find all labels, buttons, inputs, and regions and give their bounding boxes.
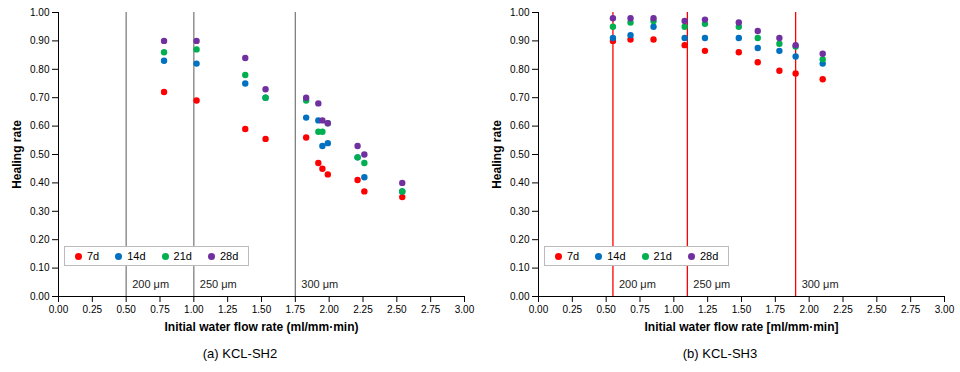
svg-text:1.75: 1.75 <box>286 304 306 315</box>
svg-text:250 μm: 250 μm <box>200 278 237 290</box>
svg-text:250 μm: 250 μm <box>693 278 730 290</box>
svg-text:0.70: 0.70 <box>510 92 530 103</box>
svg-text:2.75: 2.75 <box>901 304 921 315</box>
svg-text:1.25: 1.25 <box>698 304 718 315</box>
html-text:14d: 14d <box>127 250 146 262</box>
html-text:(b) KCL-SH3: (b) KCL-SH3 <box>682 346 758 361</box>
svg-text:0.20: 0.20 <box>30 234 50 245</box>
html-text:21d: 21d <box>653 250 672 262</box>
html-text:28d: 28d <box>220 250 239 262</box>
svg-text:0.10: 0.10 <box>30 262 50 273</box>
svg-text:Initial water flow rate [ml/mm: Initial water flow rate [ml/mm·min] <box>644 320 838 334</box>
svg-text:200 μm: 200 μm <box>132 278 169 290</box>
svg-text:1.50: 1.50 <box>732 304 752 315</box>
html-text:14d: 14d <box>607 250 626 262</box>
svg-text:0.50: 0.50 <box>596 304 616 315</box>
svg-text:200 μm: 200 μm <box>619 278 656 290</box>
svg-text:0.30: 0.30 <box>510 206 530 217</box>
svg-text:0.50: 0.50 <box>116 304 136 315</box>
svg-text:0.40: 0.40 <box>510 177 530 188</box>
svg-text:300 μm: 300 μm <box>802 278 839 290</box>
svg-text:0.50: 0.50 <box>510 149 530 160</box>
svg-text:0.60: 0.60 <box>30 120 50 131</box>
svg-text:300 μm: 300 μm <box>301 278 338 290</box>
html-text:(a) KCL-SH2: (a) KCL-SH2 <box>202 346 278 361</box>
svg-text:1.00: 1.00 <box>30 7 50 18</box>
html-text:21d: 21d <box>173 250 192 262</box>
svg-text:0.80: 0.80 <box>510 64 530 75</box>
svg-text:0.00: 0.00 <box>529 304 549 315</box>
svg-text:0.90: 0.90 <box>30 35 50 46</box>
svg-text:3.00: 3.00 <box>935 304 955 315</box>
svg-text:2.25: 2.25 <box>833 304 853 315</box>
svg-text:2.00: 2.00 <box>799 304 819 315</box>
svg-text:0.70: 0.70 <box>30 92 50 103</box>
svg-text:0.25: 0.25 <box>83 304 103 315</box>
svg-text:2.75: 2.75 <box>421 304 441 315</box>
svg-text:3.00: 3.00 <box>455 304 475 315</box>
svg-text:1.50: 1.50 <box>252 304 272 315</box>
svg-text:0.20: 0.20 <box>510 234 530 245</box>
svg-text:Healing rate: Healing rate <box>10 120 24 189</box>
html-text:7d: 7d <box>567 250 580 262</box>
svg-text:0.50: 0.50 <box>30 149 50 160</box>
svg-text:0.40: 0.40 <box>30 177 50 188</box>
svg-text:0.25: 0.25 <box>563 304 583 315</box>
svg-text:0.75: 0.75 <box>150 304 170 315</box>
svg-text:0.00: 0.00 <box>510 291 530 302</box>
svg-text:1.25: 1.25 <box>218 304 238 315</box>
svg-text:0.00: 0.00 <box>30 291 50 302</box>
html-text:28d: 28d <box>700 250 719 262</box>
svg-text:2.50: 2.50 <box>387 304 407 315</box>
svg-text:0.60: 0.60 <box>510 120 530 131</box>
html-text:7d: 7d <box>87 250 100 262</box>
svg-text:0.30: 0.30 <box>30 206 50 217</box>
svg-text:0.00: 0.00 <box>49 304 69 315</box>
svg-text:2.50: 2.50 <box>867 304 887 315</box>
svg-text:0.80: 0.80 <box>30 64 50 75</box>
svg-text:Healing rate: Healing rate <box>490 120 504 189</box>
svg-text:2.00: 2.00 <box>319 304 339 315</box>
svg-text:1.00: 1.00 <box>664 304 684 315</box>
svg-text:1.00: 1.00 <box>510 7 530 18</box>
svg-text:1.75: 1.75 <box>766 304 786 315</box>
svg-text:0.10: 0.10 <box>510 262 530 273</box>
svg-text:Initial water flow rate (ml/mm: Initial water flow rate (ml/mm·min) <box>164 320 358 334</box>
svg-text:0.90: 0.90 <box>510 35 530 46</box>
svg-text:0.75: 0.75 <box>630 304 650 315</box>
svg-text:1.00: 1.00 <box>184 304 204 315</box>
svg-text:2.25: 2.25 <box>353 304 373 315</box>
